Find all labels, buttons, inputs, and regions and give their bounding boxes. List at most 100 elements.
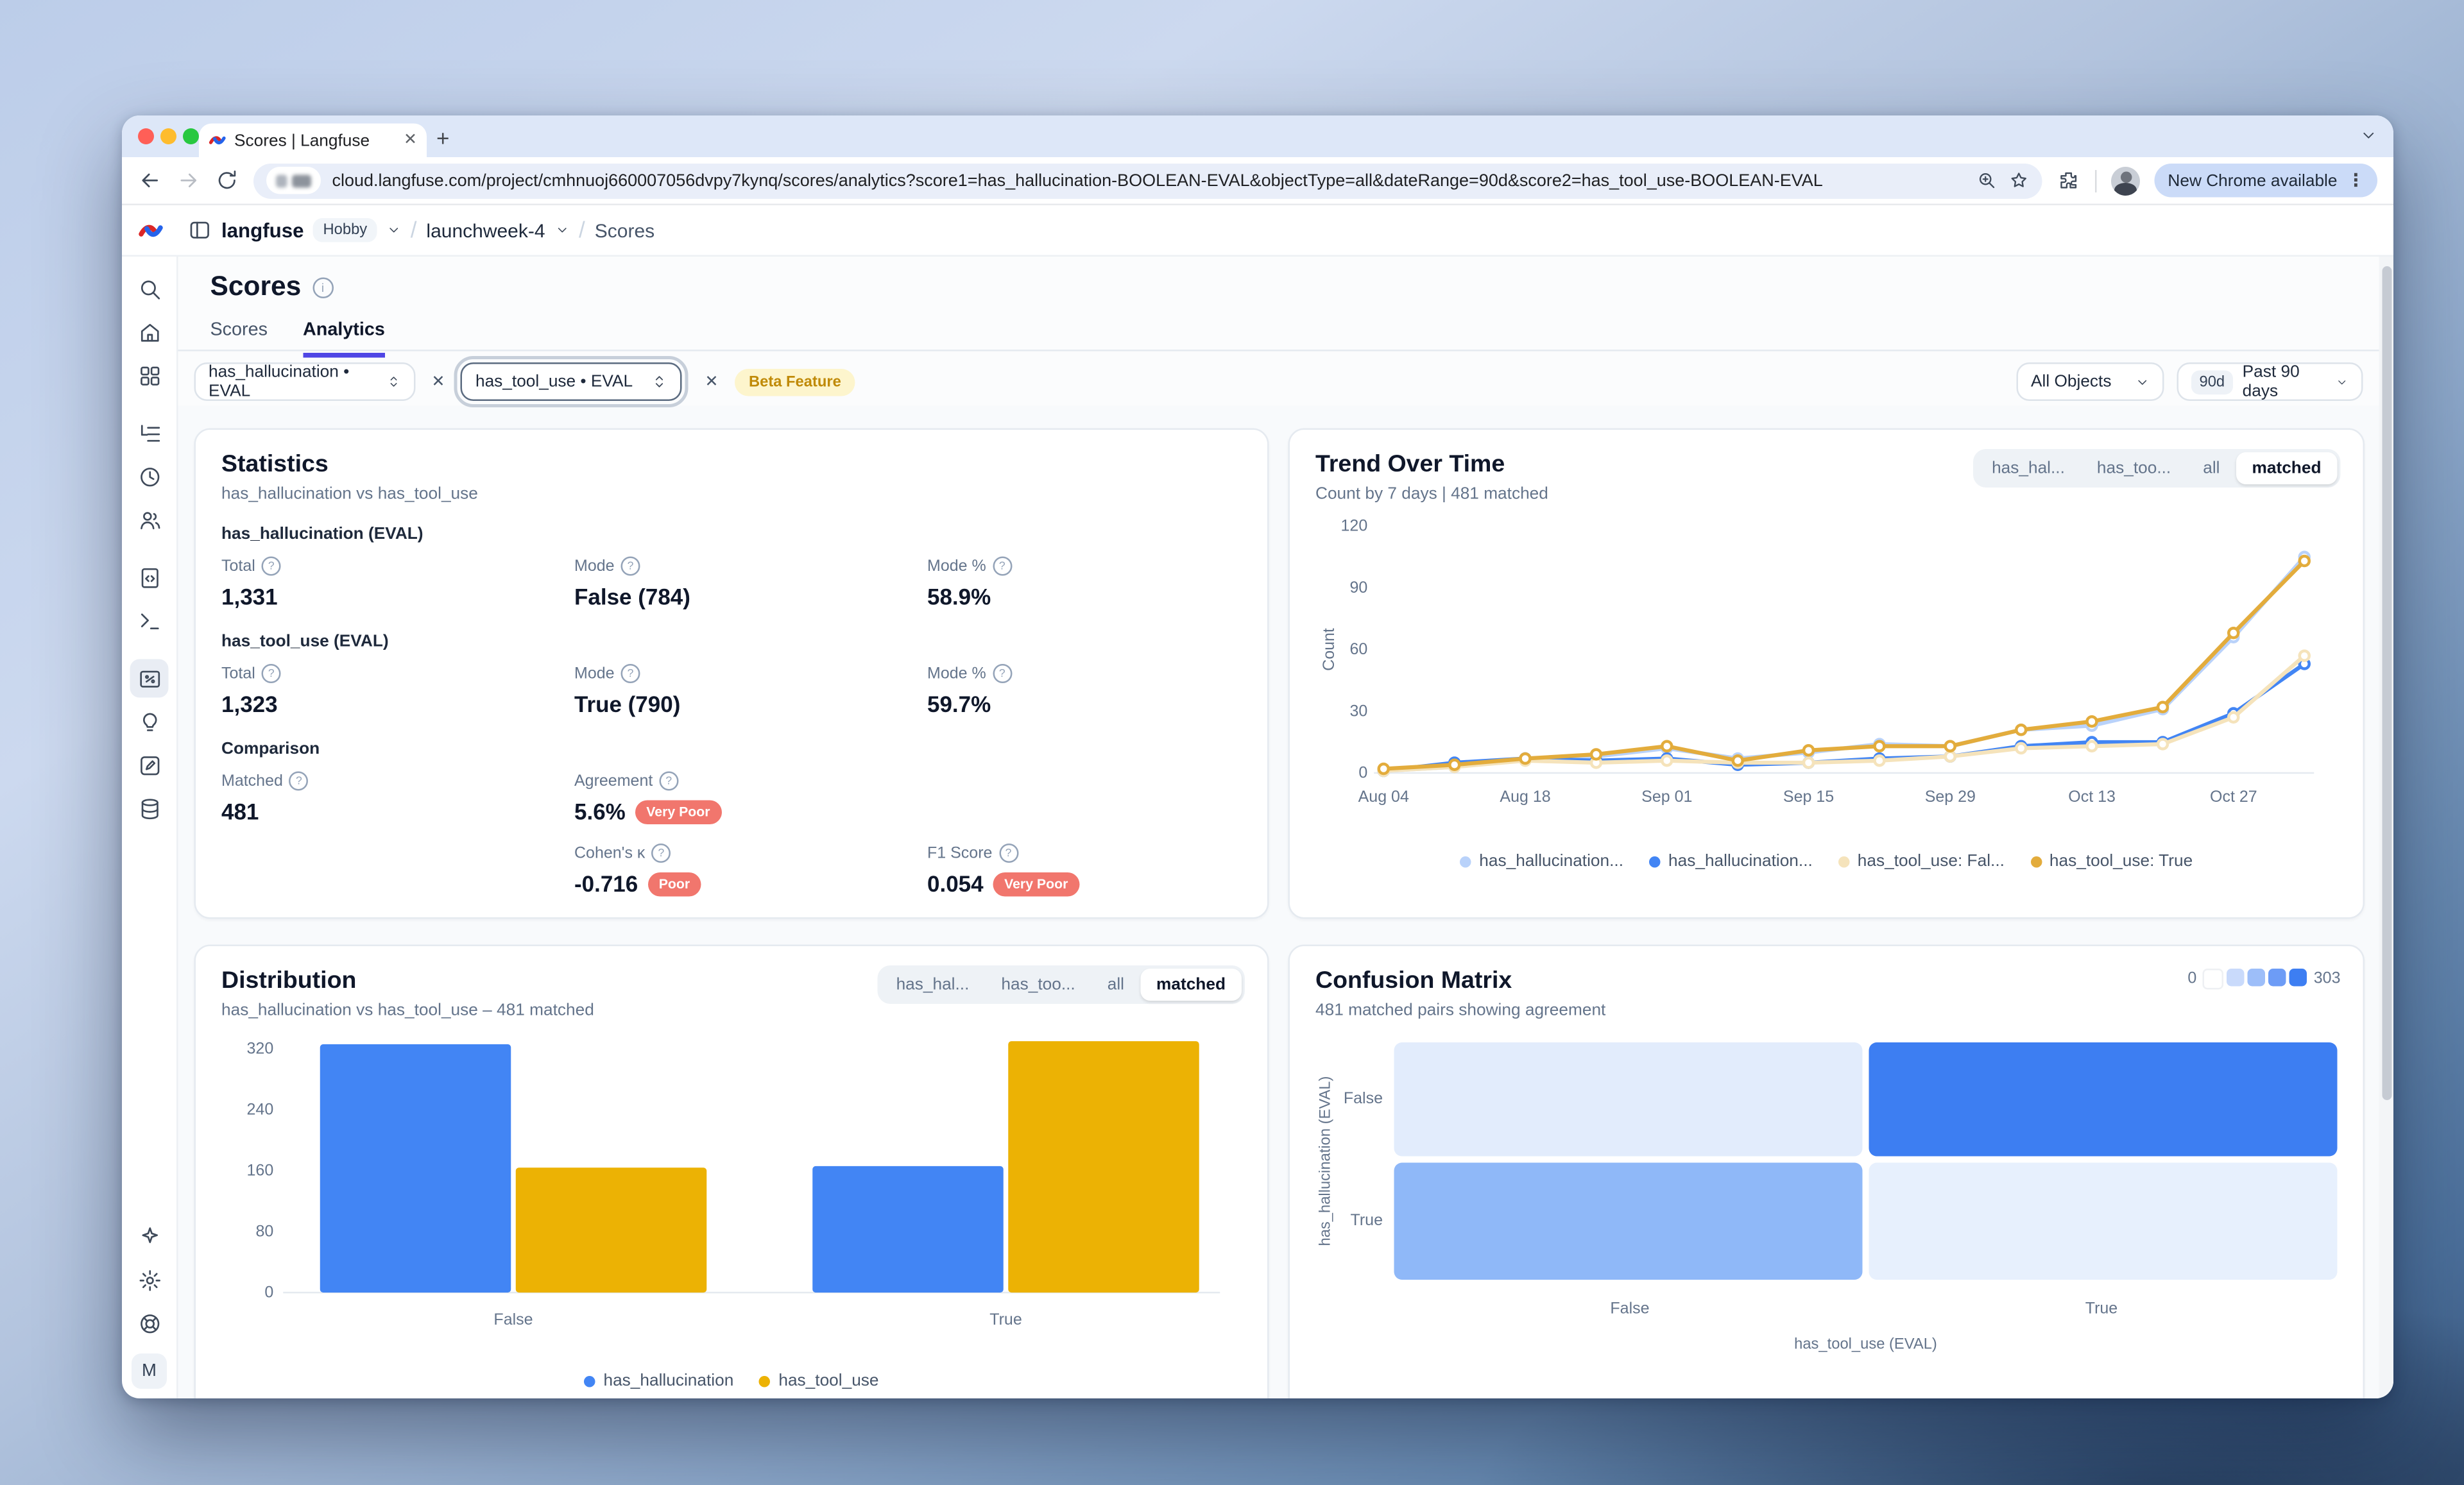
tab-analytics[interactable]: Analytics	[302, 321, 385, 358]
update-chrome-button[interactable]: New Chrome available ⋮	[2155, 164, 2377, 198]
help-icon[interactable]: ?	[659, 771, 679, 791]
help-icon[interactable]: ?	[992, 664, 1012, 683]
trend-legend: has_hallucination... has_hallucination..…	[1315, 852, 2338, 871]
svg-text:0: 0	[264, 1284, 273, 1302]
scale-swatch	[2289, 969, 2307, 987]
segment-has-too[interactable]: has_too...	[1001, 975, 1075, 994]
scale-swatches	[2203, 969, 2307, 990]
tab-close-icon[interactable]: ✕	[404, 132, 417, 149]
segment-has-hal[interactable]: has_hal...	[1992, 459, 2065, 478]
segment-has-hal[interactable]: has_hal...	[896, 975, 970, 994]
sidebar-item-terminal[interactable]	[130, 602, 169, 640]
matrix-cell-true-true[interactable]	[1869, 1162, 2338, 1280]
segment-all[interactable]: all	[1107, 975, 1125, 994]
user-avatar[interactable]: M	[132, 1353, 167, 1389]
org-chevron-down-icon[interactable]	[386, 223, 401, 238]
site-info-chip[interactable]	[266, 167, 321, 194]
svg-text:Oct 27: Oct 27	[2210, 788, 2257, 806]
metric-mode: Mode? True (790)	[574, 664, 681, 717]
scale-min: 0	[2187, 970, 2197, 989]
chevron-down-icon	[2138, 379, 2147, 384]
back-icon[interactable]	[138, 169, 162, 193]
sidebar-item-ask-ai[interactable]	[130, 1218, 169, 1256]
score1-value: has_hallucination • EVAL	[209, 362, 350, 401]
url-text[interactable]: cloud.langfuse.com/project/cmhnuoj660007…	[332, 171, 1823, 191]
matrix-cell-false-false[interactable]	[1394, 1042, 1863, 1157]
browser-menu-kebab-icon[interactable]: ⋮	[2347, 171, 2365, 191]
date-range-select[interactable]: 90d Past 90 days	[2177, 362, 2363, 401]
sidebar-item-prompts[interactable]	[130, 558, 169, 597]
scale-swatch	[2268, 969, 2287, 987]
address-bar[interactable]: cloud.langfuse.com/project/cmhnuoj660007…	[253, 162, 2043, 198]
svg-text:Aug 04: Aug 04	[1358, 788, 1409, 806]
score2-select[interactable]: has_tool_use • EVAL	[454, 356, 689, 407]
sidebar-item-search[interactable]	[130, 269, 169, 308]
langfuse-logo	[138, 224, 162, 236]
metric-agreement: Agreement? 5.6% Very Poor	[574, 771, 927, 824]
sidebar-item-sessions[interactable]	[130, 457, 169, 496]
sidebar-item-playground[interactable]	[130, 746, 169, 785]
browser-tab[interactable]: Scores | Langfuse ✕	[199, 123, 427, 157]
remove-score2-icon[interactable]: ✕	[705, 373, 719, 391]
sidebar-item-datasets[interactable]	[130, 789, 169, 827]
help-icon[interactable]: ?	[620, 556, 640, 576]
sidebar-item-support[interactable]	[130, 1304, 169, 1343]
sidebar-item-settings[interactable]	[130, 1260, 169, 1299]
help-icon[interactable]: ?	[261, 664, 281, 683]
org-name[interactable]: langfuse	[221, 219, 304, 242]
segment-matched[interactable]: matched	[2236, 452, 2338, 484]
scale-swatch	[2248, 969, 2266, 987]
remove-score1-icon[interactable]: ✕	[431, 373, 445, 391]
matrix-cell-true-false[interactable]	[1394, 1162, 1863, 1280]
sidebar-item-users[interactable]	[130, 500, 169, 539]
segment-all[interactable]: all	[2203, 459, 2220, 478]
metric-total: Total? 1,331	[221, 556, 574, 609]
scrollbar-thumb[interactable]	[2381, 266, 2391, 1100]
sidebar-toggle-icon[interactable]	[188, 218, 212, 242]
database-icon	[141, 798, 158, 819]
maximize-window-button[interactable]	[183, 128, 199, 144]
scale-swatch	[2203, 969, 2224, 990]
help-icon[interactable]: ?	[289, 771, 309, 791]
help-icon[interactable]: ?	[651, 844, 671, 863]
matrix-cell-false-true[interactable]	[1869, 1042, 2338, 1157]
segment-has-too[interactable]: has_too...	[2096, 459, 2171, 478]
sidebar-item-scores[interactable]	[130, 659, 169, 698]
profile-avatar[interactable]	[2111, 165, 2141, 195]
page-scrollbar[interactable]	[2379, 257, 2393, 1398]
extensions-puzzle-icon[interactable]	[2057, 169, 2082, 193]
tab-scores[interactable]: Scores	[210, 321, 268, 340]
metric-total: Total? 1,323	[221, 664, 574, 717]
distribution-title: Distribution	[221, 967, 357, 995]
zoom-icon[interactable]	[1977, 170, 1998, 191]
close-window-button[interactable]	[138, 128, 154, 144]
home-icon	[140, 323, 158, 341]
sidebar-item-insights[interactable]	[130, 702, 169, 741]
redacted-block	[276, 174, 287, 187]
sidebar-item-home[interactable]	[130, 313, 169, 352]
redacted-block	[292, 174, 311, 187]
breadcrumb-separator: /	[410, 216, 417, 242]
reload-icon[interactable]	[215, 169, 239, 193]
sidebar-rail: M	[122, 257, 178, 1398]
new-tab-button[interactable]: +	[436, 125, 450, 151]
info-icon[interactable]: i	[312, 276, 334, 298]
segment-matched[interactable]: matched	[1140, 969, 1242, 1001]
minimize-window-button[interactable]	[160, 128, 176, 144]
project-chevron-down-icon[interactable]	[555, 223, 570, 238]
object-type-select[interactable]: All Objects	[2016, 362, 2164, 401]
tab-search-chevron-icon[interactable]	[2360, 127, 2378, 145]
score1-select[interactable]: has_hallucination • EVAL	[194, 362, 416, 401]
distribution-segmented-control: has_hal... has_too... all matched	[877, 965, 1245, 1004]
confusion-matrix: has_hallucination (EVAL) False True	[1315, 1042, 2338, 1280]
sidebar-item-tracing[interactable]	[130, 414, 169, 452]
forward-icon[interactable]	[176, 169, 201, 193]
help-icon[interactable]: ?	[992, 556, 1012, 576]
bookmark-star-icon[interactable]	[2009, 170, 2030, 191]
project-name[interactable]: launchweek-4	[426, 219, 545, 242]
help-icon[interactable]: ?	[998, 844, 1018, 863]
help-icon[interactable]: ?	[620, 664, 640, 683]
help-icon[interactable]: ?	[261, 556, 281, 576]
sidebar-item-dashboards[interactable]	[130, 356, 169, 395]
